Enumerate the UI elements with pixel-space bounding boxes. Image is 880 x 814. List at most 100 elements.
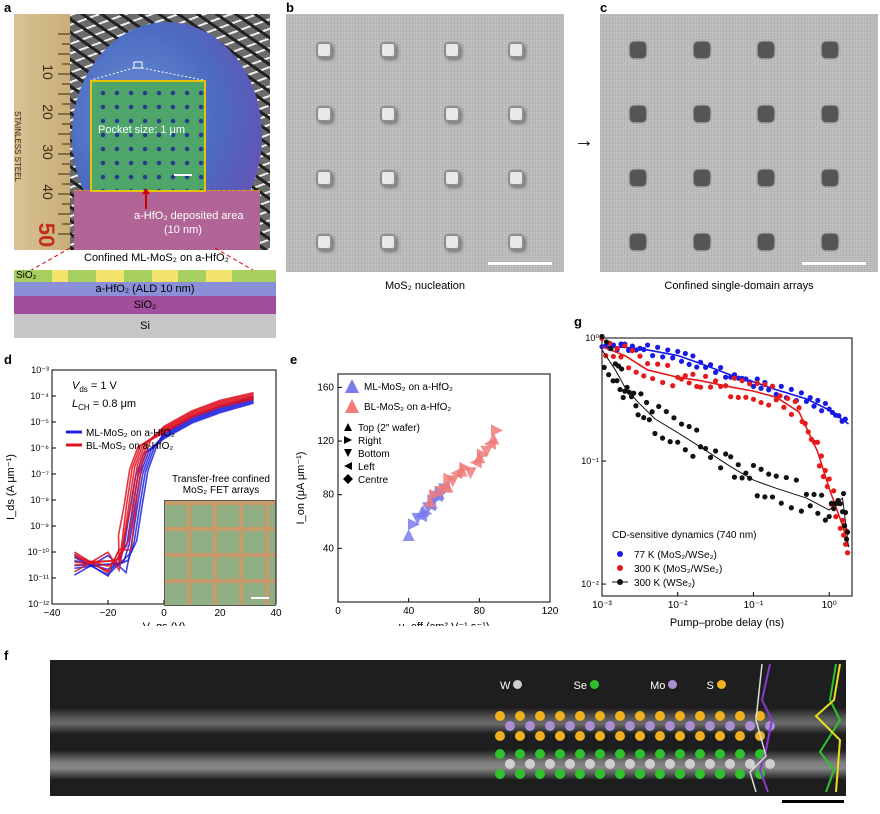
data-point <box>731 375 738 381</box>
data-point <box>758 466 764 472</box>
y-tick-label: 120 <box>317 436 334 447</box>
sulfur-atom <box>615 731 625 741</box>
data-point <box>682 447 688 453</box>
schematic-connector-lines <box>13 247 271 281</box>
fit-line <box>601 345 850 548</box>
data-point <box>769 383 776 390</box>
layer-stack-schematic: SiO₂ a-HfO₂ (ALD 10 nm) SiO₂ Si <box>14 270 276 338</box>
legend-label: 300 K (MoS₂/WSe₂) <box>634 564 722 575</box>
data-point <box>788 411 795 418</box>
selenium-atom <box>515 769 525 779</box>
data-point <box>758 399 764 406</box>
data-point <box>814 439 821 445</box>
selenium-atom <box>555 769 565 779</box>
tungsten-atom <box>565 759 575 769</box>
y-tick-label: 10⁻² <box>581 579 599 589</box>
pocket <box>380 170 396 186</box>
data-point <box>826 513 832 520</box>
data-point <box>644 360 651 367</box>
data-point <box>625 347 632 354</box>
legend-label: BL-MoS₂ on a-HfO₂ <box>364 402 451 413</box>
data-point <box>762 381 768 388</box>
data-point <box>837 525 843 531</box>
data-point <box>599 333 605 340</box>
data-point <box>747 475 753 481</box>
data-point <box>643 399 650 406</box>
data-point <box>670 383 676 389</box>
data-point <box>828 500 835 506</box>
data-point <box>843 536 850 542</box>
transfer-curve-chart: −40 −20 0 20 40 10⁻¹² 10⁻¹¹ 10⁻¹⁰ 10⁻⁹ 10⁻⁸ 10⁻⁷ 10… <box>5 365 282 626</box>
x-tick-label: −20 <box>100 608 117 619</box>
data-point <box>731 474 738 480</box>
data-point-bl <box>487 432 500 445</box>
profile-line-white <box>749 663 767 793</box>
data-point <box>682 350 688 357</box>
data-point <box>788 386 794 393</box>
pocket <box>630 106 646 122</box>
si-layer: Si <box>14 314 276 338</box>
data-point <box>824 483 830 490</box>
data-point <box>769 494 776 500</box>
data-point <box>802 420 808 427</box>
data-point-bl <box>491 424 503 437</box>
hfo2-layer: a-HfO₂ (ALD 10 nm) <box>14 282 276 296</box>
pocket <box>630 42 646 58</box>
selenium-atom <box>735 749 745 759</box>
legend-swatch <box>617 551 623 557</box>
data-point-bl <box>441 480 454 493</box>
data-point <box>807 395 813 401</box>
data-point <box>622 343 628 349</box>
legend-swatch <box>345 399 359 413</box>
data-point <box>747 381 753 387</box>
data-point <box>805 429 811 435</box>
x-tick-label: 80 <box>474 606 486 617</box>
data-point <box>620 394 626 401</box>
data-point <box>678 376 685 382</box>
sulfur-atom <box>595 711 605 721</box>
data-point <box>811 403 817 409</box>
data-point <box>610 378 616 384</box>
data-point <box>686 380 692 386</box>
data-point <box>773 397 779 403</box>
scale-bar <box>488 262 552 265</box>
data-point <box>618 354 624 360</box>
data-point <box>840 490 847 497</box>
pocket <box>380 234 396 250</box>
tungsten-atom <box>685 759 695 769</box>
molybdenum-atom <box>665 721 675 731</box>
data-point <box>758 385 764 391</box>
data-point <box>839 517 846 523</box>
x-tick-label: 0 <box>335 606 341 617</box>
data-point <box>619 366 625 372</box>
molybdenum-atom <box>565 721 575 731</box>
legend-label: BL-MoS₂ on a-HfO₂ <box>86 441 173 452</box>
sulfur-atom <box>715 711 725 721</box>
y-tick-label: 10⁻¹ <box>581 456 599 466</box>
data-point <box>678 358 685 364</box>
data-point <box>840 532 847 538</box>
x-tick-label: 20 <box>214 608 226 619</box>
pocket <box>822 42 838 58</box>
atom-se-icon <box>590 680 600 689</box>
data-point <box>644 342 651 348</box>
sulfur-atom <box>635 731 645 741</box>
data-point <box>831 488 837 494</box>
data-point <box>815 397 821 403</box>
data-point <box>686 423 692 430</box>
atom-mo-icon <box>668 680 678 689</box>
selenium-atom <box>575 769 585 779</box>
data-point <box>614 378 620 384</box>
y-tick-label: 10⁻⁷ <box>31 469 49 479</box>
sio2-layer: SiO₂ <box>14 296 276 314</box>
data-point <box>818 453 824 459</box>
data-point <box>667 439 673 445</box>
data-point <box>811 491 817 498</box>
tungsten-atom <box>605 759 615 769</box>
selenium-atom <box>595 749 605 759</box>
data-point <box>798 508 804 514</box>
sio2-pillar <box>68 270 96 282</box>
pocket <box>630 170 646 186</box>
pocket <box>758 106 774 122</box>
data-point <box>665 347 671 353</box>
